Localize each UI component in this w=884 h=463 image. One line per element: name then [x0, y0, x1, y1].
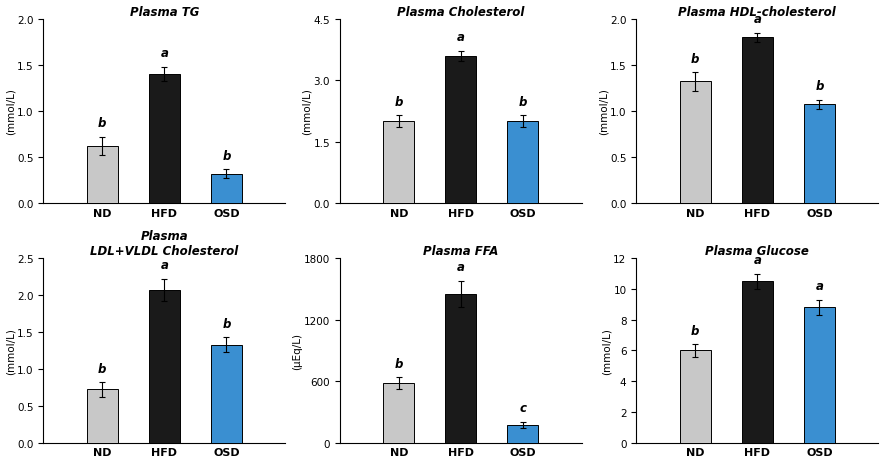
Bar: [384, 122, 415, 204]
Bar: [507, 122, 538, 204]
Text: b: b: [222, 149, 231, 162]
Text: a: a: [160, 47, 168, 60]
Bar: [742, 38, 773, 204]
Bar: [446, 56, 476, 204]
Bar: [804, 308, 835, 443]
Text: a: a: [457, 261, 465, 274]
Text: a: a: [816, 280, 823, 293]
Bar: [211, 174, 242, 204]
Text: b: b: [691, 53, 699, 66]
Text: b: b: [394, 95, 403, 108]
Bar: [742, 282, 773, 443]
Bar: [149, 290, 180, 443]
Title: Plasma FFA: Plasma FFA: [423, 244, 499, 257]
Y-axis label: (μEq/L): (μEq/L): [293, 332, 302, 369]
Y-axis label: (mmol/L): (mmol/L): [302, 88, 312, 135]
Text: b: b: [815, 80, 824, 93]
Text: b: b: [222, 317, 231, 330]
Bar: [384, 383, 415, 443]
Title: Plasma TG: Plasma TG: [130, 6, 199, 19]
Bar: [804, 105, 835, 204]
Text: a: a: [753, 254, 761, 267]
Title: Plasma Glucose: Plasma Glucose: [705, 244, 809, 257]
Bar: [446, 294, 476, 443]
Text: b: b: [691, 324, 699, 337]
Bar: [680, 82, 711, 204]
Text: a: a: [753, 13, 761, 26]
Y-axis label: (mmol/L): (mmol/L): [5, 88, 16, 135]
Bar: [211, 345, 242, 443]
Y-axis label: (mmol/L): (mmol/L): [602, 327, 612, 374]
Bar: [507, 425, 538, 443]
Text: a: a: [457, 31, 465, 44]
Text: c: c: [520, 401, 527, 414]
Bar: [149, 75, 180, 204]
Text: b: b: [519, 95, 527, 108]
Text: b: b: [98, 362, 106, 375]
Y-axis label: (mmol/L): (mmol/L): [5, 327, 16, 374]
Title: Plasma
LDL+VLDL Cholesterol: Plasma LDL+VLDL Cholesterol: [90, 230, 239, 257]
Title: Plasma Cholesterol: Plasma Cholesterol: [397, 6, 524, 19]
Y-axis label: (mmol/L): (mmol/L): [598, 88, 608, 135]
Text: b: b: [98, 117, 106, 130]
Bar: [680, 350, 711, 443]
Text: b: b: [394, 357, 403, 370]
Title: Plasma HDL-cholesterol: Plasma HDL-cholesterol: [679, 6, 836, 19]
Text: a: a: [160, 259, 168, 272]
Bar: [87, 390, 118, 443]
Bar: [87, 147, 118, 204]
